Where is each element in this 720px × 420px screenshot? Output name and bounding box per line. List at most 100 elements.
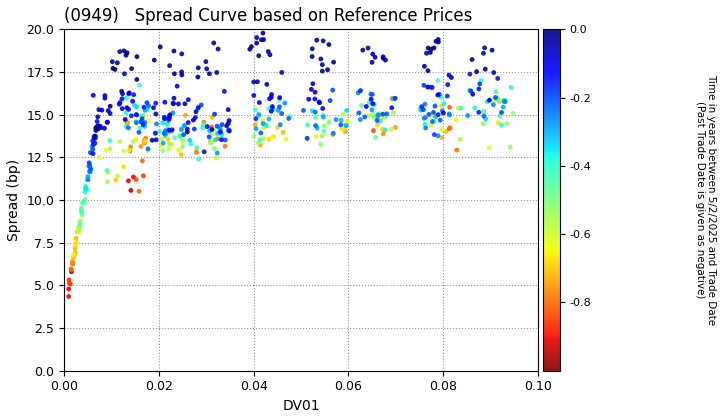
Point	[160, 127, 171, 134]
Point	[482, 98, 493, 105]
Point	[166, 128, 177, 134]
Point	[68, 252, 80, 259]
Point	[158, 114, 170, 121]
Point	[173, 100, 184, 107]
Point	[222, 120, 234, 127]
Point	[422, 84, 433, 90]
Point	[313, 99, 325, 105]
Point	[377, 126, 388, 133]
Point	[130, 176, 142, 183]
Point	[131, 112, 143, 118]
Point	[429, 102, 441, 109]
Point	[416, 103, 428, 110]
Point	[76, 205, 87, 212]
Point	[114, 101, 125, 108]
Point	[366, 91, 378, 97]
Point	[197, 124, 209, 131]
Point	[114, 138, 125, 145]
Point	[74, 221, 86, 228]
Point	[216, 135, 228, 142]
Point	[179, 122, 190, 129]
Point	[490, 88, 502, 95]
Point	[251, 125, 262, 132]
Point	[419, 121, 431, 128]
Point	[244, 46, 256, 52]
Point	[220, 143, 231, 150]
Point	[498, 98, 510, 105]
Point	[223, 127, 235, 134]
Point	[68, 255, 79, 261]
Point	[277, 129, 289, 136]
Point	[327, 131, 338, 138]
Point	[368, 127, 379, 134]
Point	[369, 54, 381, 60]
Point	[216, 136, 228, 143]
Point	[314, 99, 325, 106]
Point	[264, 51, 276, 58]
Point	[423, 111, 435, 118]
Point	[158, 130, 170, 136]
Point	[84, 168, 95, 175]
Point	[257, 118, 269, 124]
Point	[150, 100, 161, 107]
Point	[204, 138, 216, 145]
Point	[302, 121, 313, 128]
Point	[248, 133, 260, 139]
Point	[94, 154, 105, 160]
Point	[118, 47, 130, 54]
Point	[318, 128, 330, 134]
Point	[253, 113, 265, 120]
Point	[157, 120, 168, 126]
Point	[253, 111, 265, 118]
Point	[464, 71, 476, 78]
Point	[471, 68, 482, 75]
Point	[90, 125, 102, 131]
Point	[264, 116, 275, 122]
Point	[150, 130, 161, 136]
Point	[425, 49, 436, 56]
Point	[130, 111, 142, 118]
Point	[139, 137, 150, 144]
Point	[135, 118, 147, 125]
Point	[372, 113, 384, 119]
Point	[317, 61, 328, 68]
Point	[79, 189, 91, 196]
Point	[163, 146, 174, 152]
Point	[310, 122, 321, 129]
Point	[169, 134, 181, 141]
Point	[425, 122, 436, 129]
Point	[486, 47, 498, 53]
Point	[207, 126, 219, 133]
Point	[123, 90, 135, 97]
Point	[342, 118, 354, 124]
Point	[125, 113, 137, 119]
Point	[71, 235, 82, 242]
Point	[102, 178, 113, 185]
Point	[479, 45, 490, 51]
Point	[102, 107, 114, 114]
Point	[138, 104, 150, 110]
Point	[156, 136, 167, 142]
Point	[433, 39, 444, 45]
Point	[150, 136, 162, 143]
Point	[310, 133, 322, 140]
Point	[66, 268, 77, 275]
Point	[176, 50, 187, 57]
Point	[158, 140, 169, 147]
Point	[204, 139, 216, 146]
Point	[180, 112, 192, 119]
Point	[167, 110, 179, 116]
Point	[112, 59, 123, 66]
Point	[82, 176, 94, 183]
Point	[146, 137, 158, 144]
Point	[107, 58, 118, 65]
Point	[258, 124, 270, 131]
Point	[212, 150, 223, 157]
Point	[63, 293, 74, 300]
Point	[206, 139, 217, 146]
Point	[99, 95, 111, 102]
Point	[136, 116, 148, 122]
Point	[377, 131, 389, 137]
Point	[71, 239, 82, 246]
Point	[505, 84, 517, 91]
